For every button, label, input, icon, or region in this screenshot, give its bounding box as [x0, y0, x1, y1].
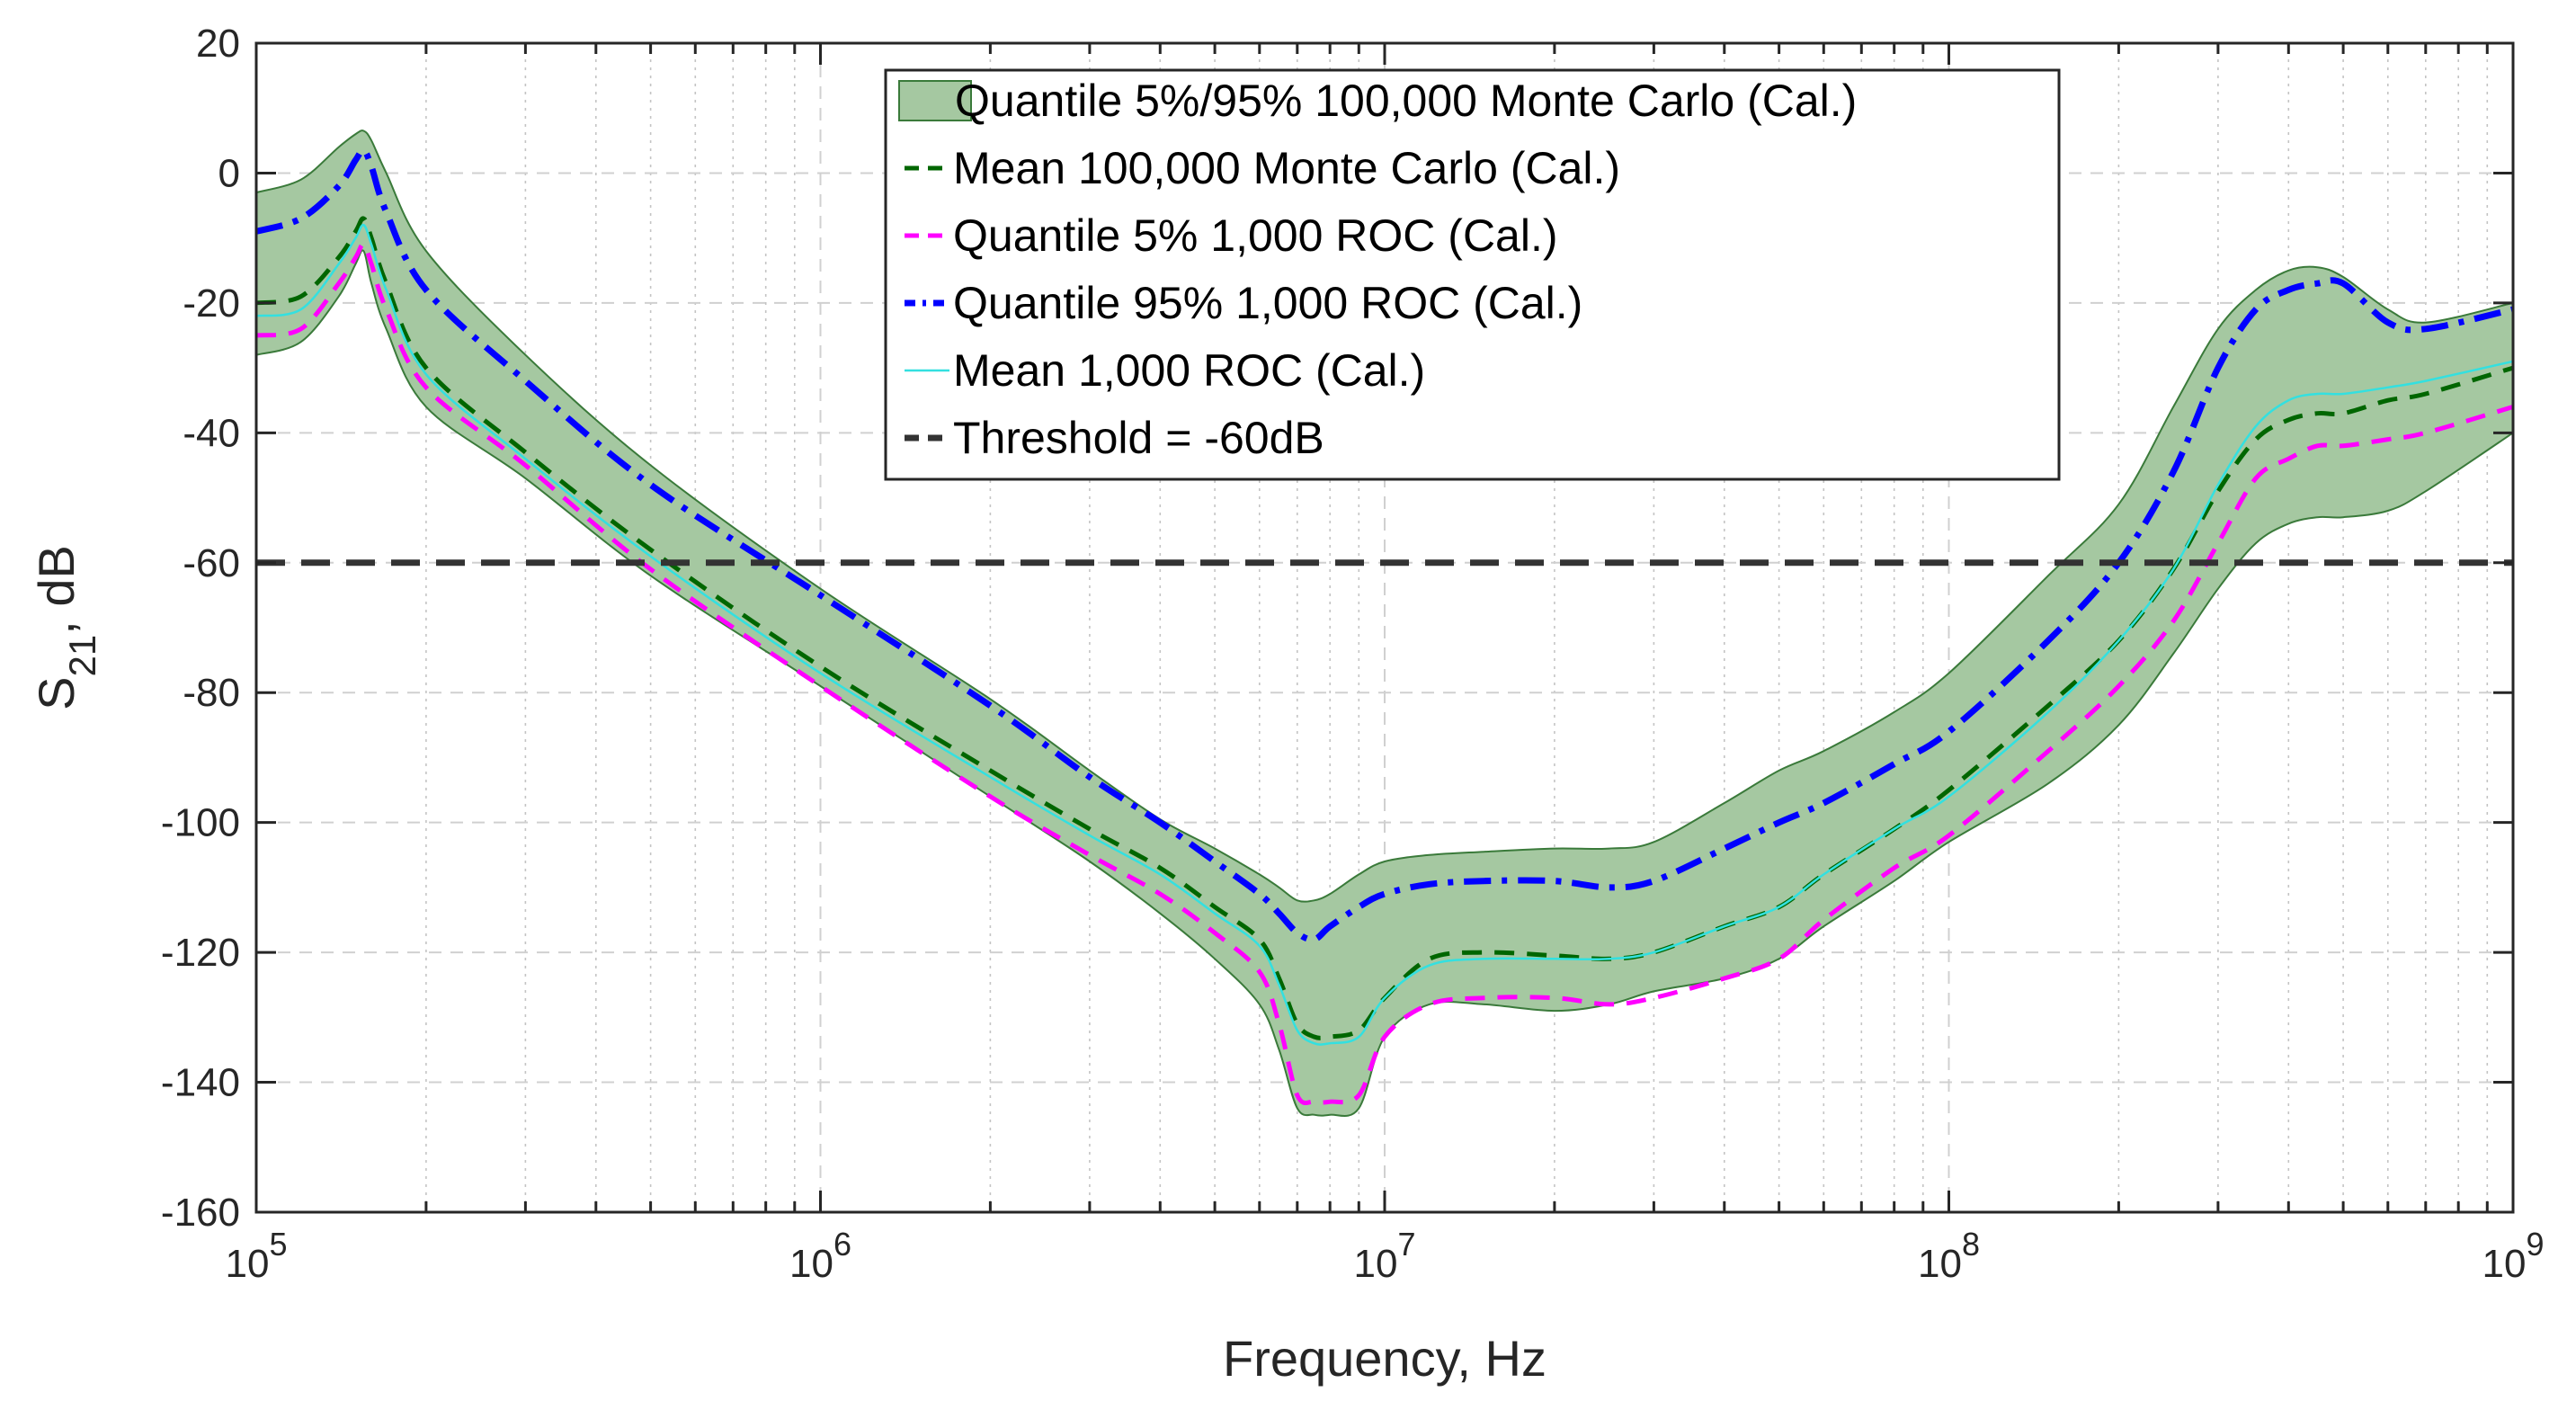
- legend-entry[interactable]: Quantile 95% 1,000 ROC (Cal.): [905, 278, 1582, 328]
- series-line-1: [255, 216, 2514, 1040]
- y-axis-title-sub: 21: [61, 635, 103, 677]
- legend-entry[interactable]: Threshold = -60dB: [905, 413, 1324, 463]
- series-line-4: [255, 223, 2514, 1046]
- x-tick-labels: 105 106 107 108 109: [226, 1226, 2545, 1286]
- y-tick-label: -60: [183, 541, 240, 585]
- legend[interactable]: Quantile 5%/95% 100,000 Monte Carlo (Cal…: [884, 68, 2061, 481]
- legend-entry[interactable]: Mean 100,000 Monte Carlo (Cal.): [905, 143, 1620, 193]
- legend-items: Quantile 5%/95% 100,000 Monte Carlo (Cal…: [898, 76, 1857, 463]
- legend-label: Quantile 95% 1,000 ROC (Cal.): [953, 278, 1582, 328]
- y-tick-label: -160: [161, 1191, 240, 1235]
- series-line-3: [255, 147, 2514, 943]
- y-tick-label: 20: [196, 22, 240, 66]
- legend-label: Threshold = -60dB: [953, 413, 1324, 463]
- axis-ticks: [254, 41, 2515, 1214]
- legend-entry[interactable]: Quantile 5% 1,000 ROC (Cal.): [905, 210, 1558, 261]
- y-tick-labels: 20 0 -20 -40 -60 -80 -100 -120 -140 -160: [161, 22, 240, 1235]
- x-tick-label: 108: [1918, 1226, 1980, 1286]
- y-tick-label: -100: [161, 801, 240, 845]
- legend-label: Mean 1,000 ROC (Cal.): [953, 345, 1425, 396]
- series-line-2: [255, 242, 2514, 1106]
- y-axis-title-main: S: [28, 676, 85, 709]
- legend-swatch: [898, 80, 972, 121]
- legend-entry[interactable]: Mean 1,000 ROC (Cal.): [905, 345, 1425, 396]
- y-axis-title-suffix: , dB: [28, 545, 85, 635]
- legend-label: Quantile 5%/95% 100,000 Monte Carlo (Cal…: [955, 76, 1857, 126]
- series-layer: [255, 129, 2514, 1118]
- x-tick-label: 109: [2482, 1226, 2545, 1286]
- y-tick-label: -20: [183, 281, 240, 326]
- x-tick-label: 107: [1354, 1226, 1416, 1286]
- x-tick-label: 105: [226, 1226, 288, 1286]
- y-tick-label: -80: [183, 671, 240, 715]
- x-tick-label: 106: [789, 1226, 851, 1286]
- y-axis-title: S21, dB: [28, 545, 103, 710]
- y-tick-label: -40: [183, 411, 240, 455]
- legend-box: [884, 68, 2061, 481]
- legend-label: Mean 100,000 Monte Carlo (Cal.): [953, 143, 1620, 193]
- y-tick-label: -140: [161, 1061, 240, 1105]
- legend-label: Quantile 5% 1,000 ROC (Cal.): [953, 210, 1558, 261]
- legend-entry[interactable]: Quantile 5%/95% 100,000 Monte Carlo (Cal…: [898, 76, 1857, 126]
- x-axis-title: Frequency, Hz: [1223, 1330, 1546, 1387]
- y-tick-label: 0: [218, 151, 240, 195]
- y-tick-label: -120: [161, 931, 240, 975]
